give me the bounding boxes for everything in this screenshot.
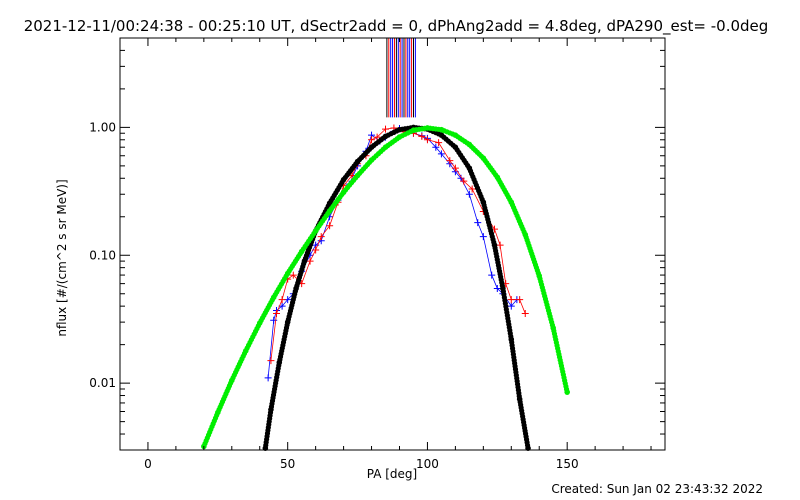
x-axis-label: PA [deg] (367, 467, 417, 481)
red-series-marker (317, 233, 325, 241)
green-series-point-fill (521, 229, 527, 235)
blue-series-marker (488, 271, 496, 279)
blue-series-marker (437, 150, 445, 158)
red-series-marker (273, 310, 281, 318)
green-series-point-fill (325, 210, 331, 217)
x-tick-label: 50 (280, 457, 295, 471)
blue-series-marker (479, 233, 487, 241)
red-series-marker (368, 136, 376, 144)
green-series-point-fill (394, 136, 400, 142)
plot-area-frame (119, 37, 666, 451)
black-series-point-fill (284, 322, 290, 328)
data-series (201, 124, 570, 451)
black-series-point-fill (292, 288, 298, 294)
axes: 0 50 100 150 0.01 0.10 1.00 (89, 37, 665, 471)
chart-title: 2021-12-11/00:24:38 - 00:25:10 UT, dSect… (24, 17, 769, 36)
blue-series-marker (465, 190, 473, 198)
y-axis-label: nflux [#/(cm^2 s sr MeV)] (55, 179, 69, 336)
green-series-point-fill (408, 128, 414, 135)
blue-series-marker (264, 374, 272, 382)
red-series-marker (521, 310, 529, 318)
x-tick-label: 0 (144, 457, 152, 471)
black-series-point-fill (276, 362, 282, 369)
green-series-point-fill (380, 146, 386, 152)
red-series-marker (373, 133, 381, 141)
vertical-spikes (386, 38, 416, 118)
green-series-point-fill (269, 297, 275, 303)
red-series-marker (468, 185, 476, 193)
red-series-marker (423, 136, 431, 144)
black-series-point-fill (436, 131, 442, 137)
green-series-point-fill (228, 380, 234, 386)
green-series-point-fill (492, 172, 499, 178)
blue-series-marker (474, 219, 482, 227)
green-series-point-fill (507, 197, 513, 203)
red-series-marker (516, 296, 524, 304)
red-series-marker (278, 296, 286, 304)
green-series-point-fill (422, 125, 428, 131)
green-series-point-fill (366, 159, 373, 165)
red-series-marker (507, 296, 515, 304)
green-series-point-fill (449, 131, 456, 137)
red-series-marker (382, 125, 390, 133)
red-series-marker (312, 246, 320, 254)
black-series-point-fill (394, 128, 400, 134)
green-series-point-fill (297, 251, 303, 257)
black-series-point-fill (508, 333, 514, 339)
red-series-marker (446, 157, 454, 165)
blue-series-marker (507, 302, 515, 310)
red-series-marker (460, 177, 468, 185)
green-series-point-fill (255, 323, 261, 329)
green-series-point-fill (549, 322, 556, 328)
red-series-marker (326, 222, 334, 230)
red-series-marker (289, 271, 297, 279)
black-series-point-fill (380, 135, 386, 141)
blue-series-marker (493, 284, 501, 292)
black-series-point-fill (465, 162, 471, 169)
red-series-marker (418, 132, 426, 140)
y-tick-label: 0.01 (89, 376, 116, 390)
blue-series-marker (432, 143, 440, 151)
black-series-point-fill (366, 146, 373, 152)
y-tick-label: 0.10 (89, 248, 116, 262)
black-series-point-fill (516, 393, 522, 399)
x-tick-label: 150 (556, 457, 579, 471)
created-timestamp: Created: Sun Jan 02 23:43:32 2022 (551, 482, 763, 496)
red-series-marker (306, 257, 314, 265)
black-series-point-fill (499, 282, 505, 289)
black-series-point-fill (339, 179, 345, 185)
black-series-point-fill (491, 239, 497, 245)
black-series-point-fill (267, 410, 274, 416)
green-series-point-fill (478, 153, 484, 159)
green-series-point-fill (283, 273, 289, 279)
red-series-marker (267, 357, 275, 365)
green-series-point-fill (436, 126, 442, 132)
green-series-point-fill (535, 270, 541, 276)
green-series-point-fill (464, 140, 470, 146)
black-series-point-fill (450, 142, 456, 148)
black-series-point-fill (524, 442, 531, 448)
y-tick-label: 1.00 (89, 120, 116, 134)
red-series-marker (496, 241, 504, 249)
green-series-point-fill (241, 350, 248, 357)
red-series-marker (435, 139, 443, 147)
green-series-point-fill (311, 230, 317, 237)
red-series-marker (451, 164, 459, 172)
green-series-point-fill (352, 175, 359, 181)
green-series-point-fill (214, 412, 220, 418)
x-tick-label: 100 (416, 457, 439, 471)
black-series-point-fill (301, 261, 307, 267)
green-series-point-fill (563, 386, 570, 392)
black-series-point-fill (353, 161, 359, 167)
black-series-point-fill (479, 196, 485, 202)
green-series-point-fill (339, 191, 345, 198)
